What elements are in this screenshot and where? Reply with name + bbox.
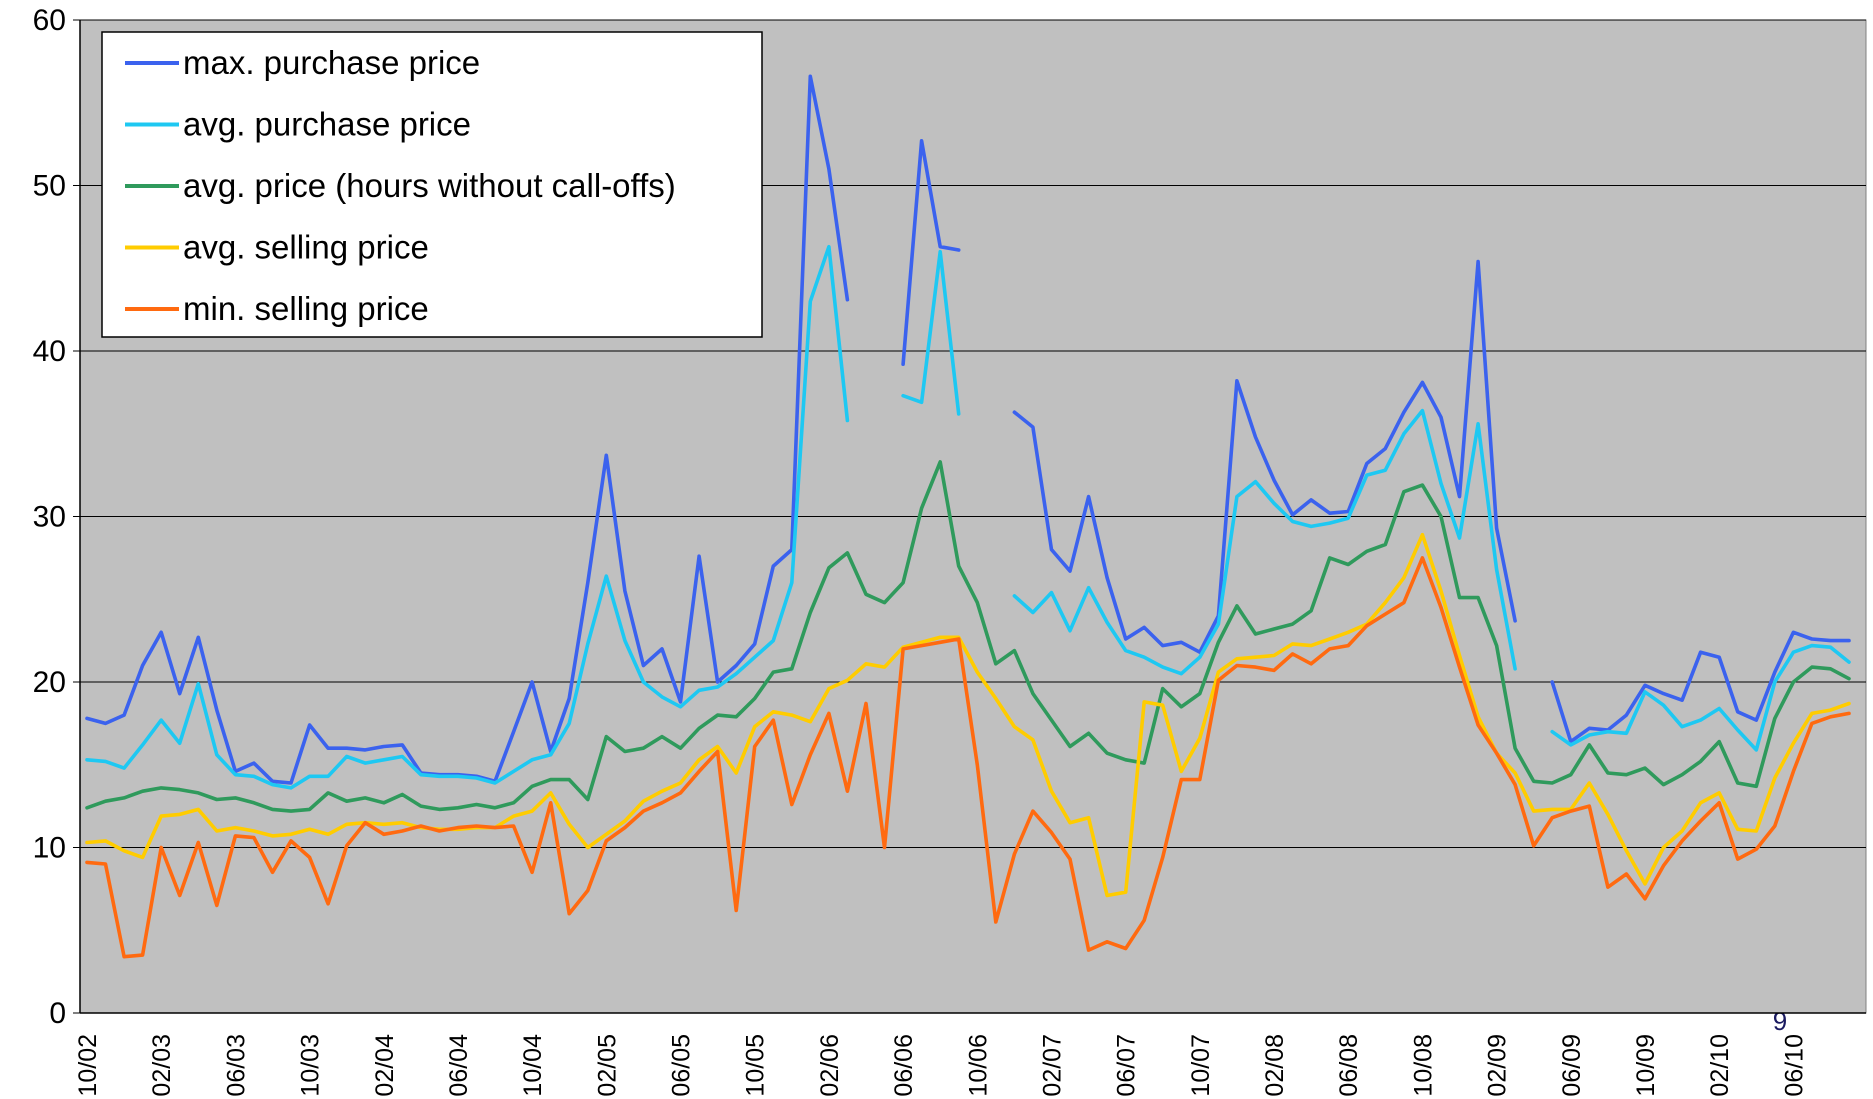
y-tick-label: 20 <box>33 666 66 699</box>
x-tick-label: 02/06 <box>816 1034 844 1097</box>
x-tick-label: 06/08 <box>1335 1034 1363 1097</box>
y-tick-label: 60 <box>33 4 66 37</box>
x-tick-label: 06/10 <box>1780 1034 1808 1097</box>
x-tick-label: 10/05 <box>742 1034 770 1097</box>
series-line <box>85 532 1851 898</box>
legend-box <box>101 31 763 338</box>
y-tick-label: 10 <box>33 832 66 865</box>
x-tick-label: 10/06 <box>964 1034 992 1097</box>
legend-label: max. purchase price <box>183 44 480 81</box>
y-tick-label: 50 <box>33 170 66 203</box>
legend-label: min. selling price <box>183 290 429 327</box>
series-line <box>85 244 1851 790</box>
y-tick-label: 0 <box>49 997 66 1030</box>
x-tick-label: 06/06 <box>890 1034 918 1097</box>
y-tick-label: 40 <box>33 335 66 368</box>
x-tick-label: 02/04 <box>371 1034 399 1097</box>
series-line <box>85 556 1851 959</box>
x-tick-label: 02/09 <box>1484 1034 1512 1097</box>
x-tick-label: 02/03 <box>148 1034 176 1097</box>
x-tick-label: 10/02 <box>74 1034 102 1097</box>
x-tick-label: 02/05 <box>593 1034 621 1097</box>
x-tick-label: 06/04 <box>445 1034 473 1097</box>
legend-label: avg. price (hours without call-offs) <box>183 167 676 204</box>
legend-label: avg. purchase price <box>183 106 471 143</box>
x-tick-label: 02/08 <box>1261 1034 1289 1097</box>
legend-label: avg. selling price <box>183 229 429 266</box>
x-tick-label: 06/05 <box>668 1034 696 1097</box>
x-tick-label: 10/07 <box>1187 1034 1215 1097</box>
x-tick-label: 02/10 <box>1706 1034 1734 1097</box>
series-line <box>85 460 1851 813</box>
x-tick-label: 02/07 <box>1038 1034 1066 1097</box>
x-tick-label: 10/09 <box>1632 1034 1660 1097</box>
x-tick-label: 06/07 <box>1113 1034 1141 1097</box>
x-tick-label: 06/09 <box>1558 1034 1586 1097</box>
x-tick-label: 10/03 <box>297 1034 325 1097</box>
y-tick-label: 30 <box>33 501 66 534</box>
x-tick-label: 10/04 <box>519 1034 547 1097</box>
x-tick-label: 06/03 <box>222 1034 250 1097</box>
x-tick-label: 10/08 <box>1409 1034 1437 1097</box>
